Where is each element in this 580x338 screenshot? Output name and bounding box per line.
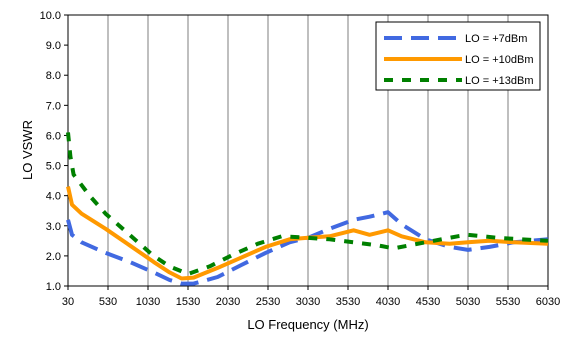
y-tick-label: 4.0 [46, 191, 61, 203]
y-tick-label: 10.0 [40, 10, 61, 22]
y-tick-label: 3.0 [46, 221, 61, 233]
x-tick-label: 4030 [376, 296, 400, 308]
x-tick-label: 530 [99, 296, 117, 308]
x-tick-label: 2530 [256, 296, 280, 308]
legend-label-1: LO = +7dBm [465, 33, 527, 45]
y-tick-label: 1.0 [46, 281, 61, 293]
y-tick-label: 8.0 [46, 70, 61, 82]
legend-label-2: LO = +10dBm [465, 54, 534, 66]
y-tick-label: 7.0 [46, 100, 61, 112]
x-tick-label: 30 [62, 296, 74, 308]
x-tick-label: 1030 [136, 296, 160, 308]
y-tick-label: 5.0 [46, 161, 61, 173]
x-tick-label: 1530 [176, 296, 200, 308]
legend: LO = +7dBm LO = +10dBm LO = +13dBm [376, 22, 540, 90]
x-tick-label: 2030 [216, 296, 240, 308]
x-tick-label: 3530 [336, 296, 360, 308]
x-tick-label: 3030 [296, 296, 320, 308]
x-tick-label: 6030 [536, 296, 560, 308]
y-tick-label: 6.0 [46, 130, 61, 142]
x-tick-label: 5030 [456, 296, 480, 308]
x-tick-label: 5530 [496, 296, 520, 308]
y-axis-title: LO VSWR [20, 120, 35, 180]
y-tick-label: 9.0 [46, 40, 61, 52]
legend-label-3: LO = +13dBm [465, 75, 534, 87]
y-tick-label: 2.0 [46, 251, 61, 263]
x-tick-label: 4530 [416, 296, 440, 308]
x-axis-title: LO Frequency (MHz) [247, 317, 368, 332]
